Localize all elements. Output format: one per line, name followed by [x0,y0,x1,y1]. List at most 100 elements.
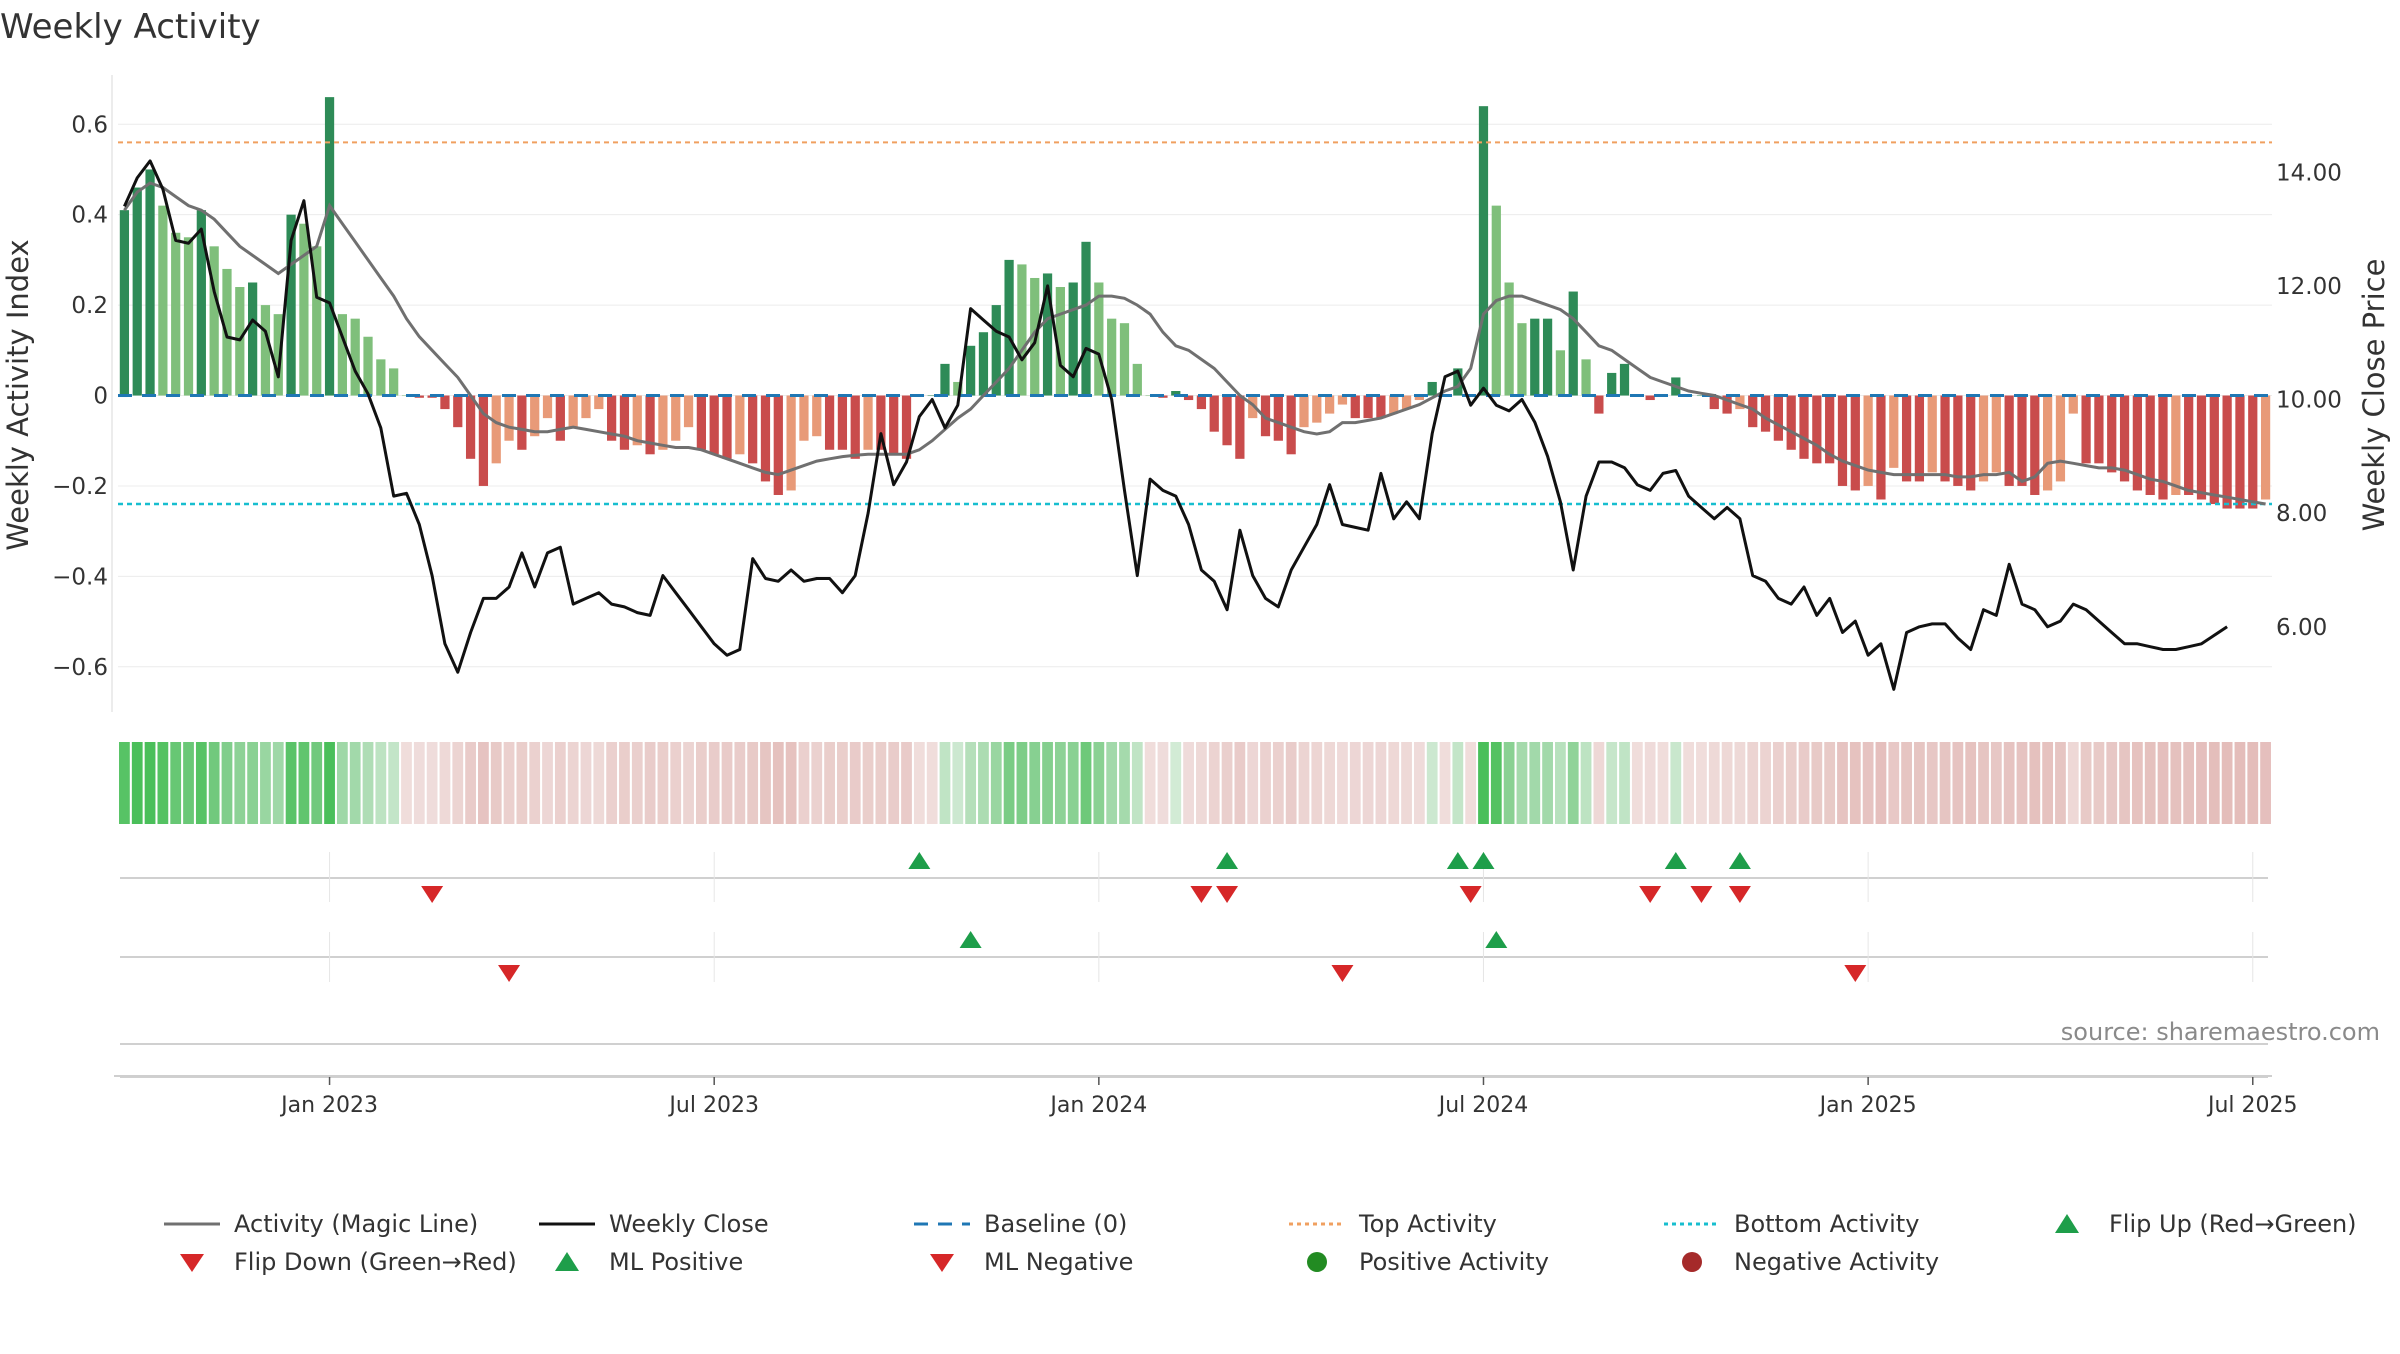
activity-bar [2017,395,2027,486]
activity-bar [1389,395,1399,414]
activity-bar [978,332,989,396]
heat-strip-cell [978,742,989,824]
activity-bar [2094,395,2104,464]
heat-strip-cell [1234,742,1246,824]
legend-dotted-swatch-icon [1289,1222,1345,1226]
heat-strip-cell [401,742,412,824]
circle-icon [1307,1252,1327,1272]
activity-bar [1286,395,1296,455]
legend-row-2: Flip Down (Green→Red) ML Positive ML Neg… [160,1243,2380,1281]
heat-strip-cell [1696,742,1707,824]
activity-bar [1017,264,1027,396]
heat-strip-cell [1401,742,1412,824]
activity-bar [901,395,912,459]
activity-bar [260,305,271,396]
heat-strip-cell [1093,742,1105,824]
heat-strip-cell [1042,742,1053,824]
heat-strip-cell [1785,742,1797,824]
heat-strip-cell [1939,742,1951,824]
heat-strip-cell [465,742,476,824]
activity-bar [1850,395,1860,491]
activity-bar [1273,395,1283,441]
activity-bar [1594,395,1604,414]
heat-strip-cell [1529,742,1541,824]
y2-axis-label: Weekly Close Price [2357,259,2391,532]
heat-strip-cell [2144,742,2156,824]
heat-strip-cell [1119,742,1130,824]
activity-bar [812,395,822,437]
triangle-up-icon [555,1252,579,1271]
legend-dashed-swatch-icon [914,1222,970,1226]
heat-strip-cell [1029,742,1041,824]
heat-strip-cell [2196,742,2207,824]
heat-strip-cell [734,742,746,824]
heat-strip-cell [1247,742,1259,824]
heat-strip-cell [208,742,220,824]
activity-bar [1696,395,1707,397]
legend-label: Baseline (0) [984,1210,1128,1238]
heat-strip-cell [580,742,592,824]
activity-bar [1901,395,1912,482]
y-tick-label: 0.2 [71,293,108,319]
heat-strip-cell [1208,742,1220,824]
x-tick-label: Jul 2023 [667,1093,759,1118]
activity-bar [1953,395,1963,486]
activity-bar [363,336,373,396]
heat-strip-cell [2157,742,2169,824]
heat-strip-cell [2247,742,2259,824]
flip-up-marker [908,852,931,869]
activity-bar [966,345,976,396]
heat-strip-cell [1426,742,1438,824]
activity-bar [1196,395,1207,410]
heat-strip-cell [1503,742,1515,824]
activity-bar [1376,395,1386,419]
activity-bar [2260,395,2271,500]
activity-bar [1299,395,1309,428]
heat-strip-cell [2208,742,2220,824]
heat-strip-cell [760,742,771,824]
activity-bar [863,395,873,450]
x-tick-label: Jan 2023 [279,1093,378,1118]
activity-bar [760,395,771,482]
heat-strip-cell [2093,742,2105,824]
activity-bar [1235,395,1245,459]
flip-down-marker [1459,886,1482,903]
legend-line-swatch-icon [539,1222,595,1226]
activity-bar [953,381,963,396]
heat-strip-cell [439,742,451,824]
activity-bar [2043,395,2053,491]
y-tick-label: 0 [93,384,108,410]
heat-strip-cell [670,742,682,824]
heat-strip-cell [1324,742,1336,824]
flip-up-marker [1216,852,1239,869]
activity-bars [119,97,2271,509]
heat-strip-cell [606,742,618,824]
activity-bar [1581,359,1591,396]
y-tick-label: 0.6 [71,112,108,138]
heat-strip-cell [2029,742,2041,824]
heat-strip-cell [131,742,143,824]
activity-bar [440,395,450,410]
activity-bar [773,395,783,495]
heat-strip-cell [1260,742,1271,824]
activity-bar [119,210,130,396]
heat-strip-cell [1016,742,1028,824]
activity-bar [504,395,514,441]
y-tick-label: −0.6 [52,655,108,681]
legend-dotted-swatch-icon [1664,1222,1720,1226]
activity-bar [2235,395,2245,509]
legend-label: ML Positive [609,1248,744,1276]
activity-bar [1119,323,1130,396]
heat-strip-cell [1542,742,1553,824]
ml-negative-marker [1844,965,1867,982]
activity-bar [2196,395,2207,500]
activity-bar [389,368,399,396]
heat-strip-cell [1054,742,1066,824]
heat-strip-cell [2003,742,2015,824]
heat-strip-cell [721,742,733,824]
activity-bar [671,395,681,441]
x-tick-label: Jul 2025 [2206,1093,2298,1118]
activity-bar [940,363,950,396]
activity-bar [1914,395,1925,482]
activity-bar [1876,395,1886,500]
